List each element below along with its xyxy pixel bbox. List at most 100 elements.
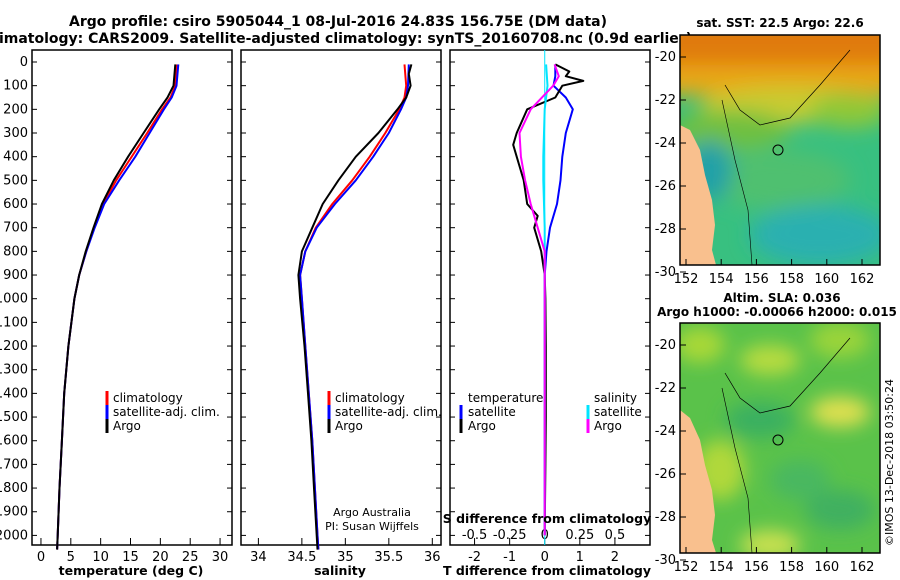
lon-tick-label: 160 bbox=[814, 560, 839, 575]
legend-salinity-title: salinity bbox=[594, 391, 637, 405]
sst-map-title: sat. SST: 22.5 Argo: 22.6 bbox=[696, 16, 863, 30]
legend-satellite-adj: satellite-adj. clim. bbox=[113, 405, 220, 419]
imos-credit: ©IMOS 13-Dec-2018 03:50:24 bbox=[883, 379, 896, 546]
sla-map-frame bbox=[679, 322, 881, 554]
lon-tick-label: 160 bbox=[814, 272, 839, 287]
lon-tick-label: 162 bbox=[850, 272, 875, 287]
depth-tick-label: 500 bbox=[3, 173, 28, 188]
difference-panel-frame bbox=[449, 49, 651, 546]
x-tick-label: 30 bbox=[212, 550, 229, 565]
bathymetry-contour bbox=[724, 337, 851, 414]
bathymetry-contour bbox=[721, 99, 753, 265]
x-tick-label: 0 bbox=[541, 550, 549, 565]
sla-map-field bbox=[680, 323, 880, 553]
bathymetry-contour bbox=[721, 387, 753, 553]
sla-map bbox=[679, 322, 881, 554]
lat-tick-label: -28 bbox=[655, 510, 676, 525]
x-tick-label: -1 bbox=[503, 550, 516, 565]
lat-tick-label: -20 bbox=[655, 338, 676, 353]
legend-s-satellite: satellite bbox=[594, 405, 642, 419]
salinity-panel-frame bbox=[240, 49, 442, 546]
depth-tick-label: 1300 bbox=[0, 363, 28, 378]
bathymetry-contour bbox=[724, 49, 851, 126]
sst-map-field bbox=[680, 35, 880, 265]
legend-t-satellite: satellite bbox=[468, 405, 516, 419]
depth-tick-label: 1900 bbox=[0, 505, 28, 520]
lon-tick-label: 152 bbox=[674, 272, 699, 287]
temperature-panel: 0 5 10 15 20 25 30 bbox=[32, 61, 232, 565]
temperature-legend: climatology satellite-adj. clim. Argo bbox=[105, 391, 220, 433]
s-diff-tick-label: -0.25 bbox=[493, 528, 527, 543]
depth-tick-label: 1200 bbox=[0, 339, 28, 354]
legend-t-argo: Argo bbox=[468, 419, 496, 433]
lon-tick-label: 156 bbox=[744, 272, 769, 287]
x-tick-label: 34.5 bbox=[287, 550, 316, 565]
series-s-argo-line bbox=[518, 64, 560, 536]
series-argo-line bbox=[297, 64, 413, 550]
t-difference-axis-label: T difference from climatology bbox=[443, 563, 651, 578]
lat-tick-label: -26 bbox=[655, 467, 676, 482]
legend-argo: Argo bbox=[335, 419, 363, 433]
salinity-legend: climatology satellite-adj. clim. Argo bbox=[327, 391, 442, 433]
depth-tick-label: 1500 bbox=[0, 410, 28, 425]
x-tick-label: 35.5 bbox=[374, 550, 403, 565]
x-tick-label: 5 bbox=[67, 550, 75, 565]
sst-map-frame bbox=[679, 34, 881, 266]
depth-tick-label: 1800 bbox=[0, 481, 28, 496]
series-t-satellite-line bbox=[543, 64, 574, 536]
lat-tick-label: -22 bbox=[655, 93, 676, 108]
lat-tick-label: -24 bbox=[655, 136, 676, 151]
lat-tick-label: -26 bbox=[655, 179, 676, 194]
legend-argo: Argo bbox=[113, 419, 141, 433]
x-tick-label: 0 bbox=[37, 550, 45, 565]
lon-tick-label: 154 bbox=[709, 272, 734, 287]
depth-tick-label: 400 bbox=[3, 150, 28, 165]
depth-tick-label: 1600 bbox=[0, 434, 28, 449]
depth-tick-label: 300 bbox=[3, 126, 28, 141]
sst-map bbox=[679, 34, 881, 266]
argo-location-marker bbox=[772, 144, 784, 156]
x-tick-label: -2 bbox=[468, 550, 481, 565]
depth-axis: 0 100 200 300 400 500 600 700 800 900 1000 1100 1200… bbox=[0, 55, 28, 543]
lon-tick-label: 162 bbox=[850, 560, 875, 575]
argo-australia-note: Argo Australia bbox=[333, 506, 411, 519]
sla-map-subtitle: Argo h1000: -0.00066 h2000: 0.015 bbox=[657, 305, 897, 319]
x-tick-label: 15 bbox=[122, 550, 139, 565]
depth-tick-label: 200 bbox=[3, 102, 28, 117]
depth-tick-label: 800 bbox=[3, 244, 28, 259]
depth-tick-label: 1700 bbox=[0, 457, 28, 472]
lon-tick-label: 152 bbox=[674, 560, 699, 575]
legend-satellite-adj: satellite-adj. clim. bbox=[335, 405, 442, 419]
lon-tick-label: 158 bbox=[779, 560, 804, 575]
s-diff-tick-label: 0.25 bbox=[565, 528, 594, 543]
title-line-2: Climatology: CARS2009. Satellite-adjuste… bbox=[0, 31, 692, 47]
title-line-1: Argo profile: csiro 5905044_1 08-Jul-201… bbox=[69, 14, 607, 30]
difference-legend: temperature satellite Argo salinity sate… bbox=[459, 391, 642, 433]
series-climatology-line bbox=[299, 64, 408, 550]
temperature-panel-frame bbox=[31, 49, 233, 546]
depth-tick-label: 1000 bbox=[0, 292, 28, 307]
x-tick-label: 35 bbox=[337, 550, 354, 565]
sla-map-title: Altim. SLA: 0.036 bbox=[723, 291, 840, 305]
legend-s-argo: Argo bbox=[594, 419, 622, 433]
series-t-argo-line bbox=[512, 63, 585, 536]
argo-location-marker bbox=[772, 434, 784, 446]
australia-landmass bbox=[680, 125, 716, 265]
legend-temperature-title: temperature bbox=[468, 391, 543, 405]
lat-tick-label: -20 bbox=[655, 50, 676, 65]
lat-tick-label: -22 bbox=[655, 381, 676, 396]
x-tick-label: 36 bbox=[424, 550, 441, 565]
depth-tick-label: 900 bbox=[3, 268, 28, 283]
lat-tick-label: -30 bbox=[655, 553, 676, 568]
depth-tick-label: 0 bbox=[20, 55, 28, 70]
series-argo-line bbox=[56, 64, 177, 550]
australia-landmass bbox=[680, 410, 716, 553]
temperature-axis-label: temperature (deg C) bbox=[59, 563, 204, 578]
lon-tick-label: 158 bbox=[779, 272, 804, 287]
series-climatology-line bbox=[56, 64, 178, 550]
depth-tick-label: 1400 bbox=[0, 386, 28, 401]
salinity-panel: 34 34.5 35 35.5 36 bbox=[241, 61, 441, 565]
depth-tick-label: 100 bbox=[3, 79, 28, 94]
salinity-axis-label: salinity bbox=[314, 563, 366, 578]
